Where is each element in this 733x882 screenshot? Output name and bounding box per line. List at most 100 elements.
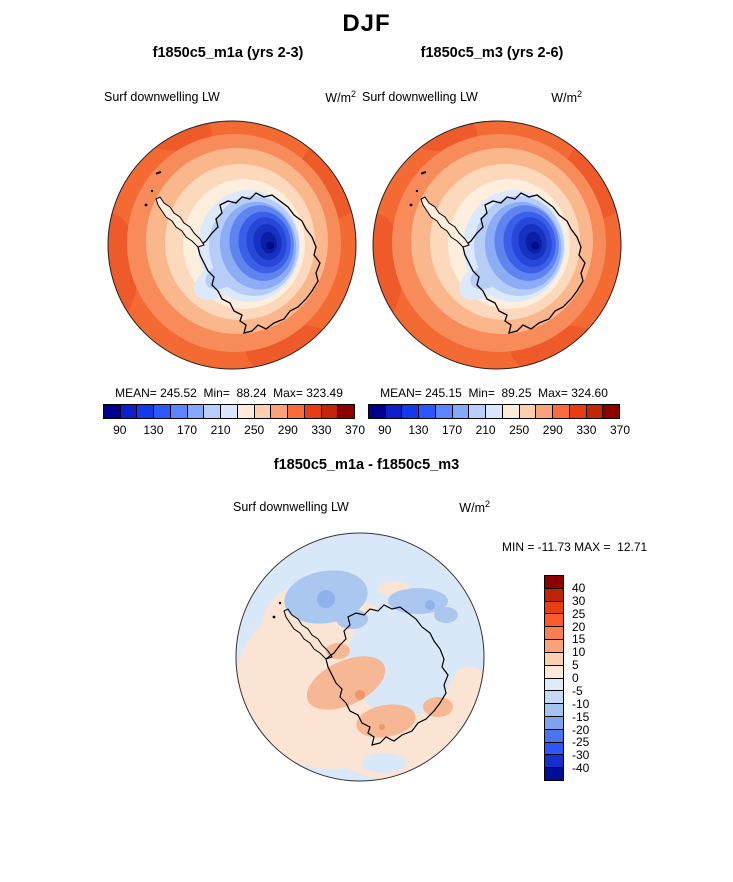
colorbar-segment [545,703,563,716]
colorbar-segment [186,405,204,418]
diff-panel-title: f1850c5_m1a - f1850c5_m3 [273,457,460,473]
colorbar-tick-label: 90 [378,423,392,437]
contour-fills [373,121,621,369]
colorbar-segment [545,576,563,588]
colorbar-segment [545,613,563,627]
colorbar-panel-b [368,404,620,419]
colorbar-tick-label: 290 [542,423,563,437]
units-exponent: 2 [576,89,582,99]
stronger-positive-diff-patches [306,643,453,738]
colorbar-tick-label: 250 [509,423,530,437]
colorbar-tick-label: 250 [244,423,265,437]
colorbar-segment [320,405,338,418]
island-dot [409,203,413,207]
colorbar-tick-label: 370 [609,423,631,437]
colorbar-segment [545,741,563,755]
colorbar-tick-label: -5 [572,683,583,698]
panel-b-field-label: Surf downwelling LW [362,90,478,104]
colorbar-tick-label: 370 [344,423,366,437]
map-boundary-circle [235,532,485,782]
contour-fills [108,121,356,369]
colorbar-segment [303,405,321,418]
colorbar-segment [136,405,154,418]
colorbar-segment [369,405,385,418]
island-dot [155,171,162,175]
colorbar-segment [270,405,288,418]
colorbar-segment [545,587,563,601]
colorbar-tick-label: 25 [572,606,586,621]
colorbar-tick-label: 30 [572,593,586,608]
diff-minmax-text: MIN = -11.73 MAX = 12.71 [502,540,648,554]
colorbar-tick-label: 330 [576,423,597,437]
colorbar-segment [104,405,120,418]
colorbar-segment [518,405,536,418]
colorbar-segment [119,405,137,418]
colorbar-tick-label: 130 [408,423,429,437]
colorbar-tick-label: -25 [572,735,590,750]
colorbar-segment [535,405,553,418]
page-title: DJF [342,10,391,37]
colorbar-difference-ticks: 40 30 25 20 15 10 5 0 -5 -10 -15 -20 -25 -30 -40 [564,575,604,781]
units-base: W/m [325,91,351,106]
units-base: W/m [551,91,577,106]
panel-b-stats: MEAN= 245.15 Min= 89.25 Max= 324.60 [380,386,608,400]
colorbar-tick-label: 20 [572,619,586,634]
colorbar-tick-label: 15 [572,632,586,647]
colorbar-segment [203,405,221,418]
colorbar-panel-b-ticks: 90 130 170 210 250 290 330 370 [368,423,630,437]
colorbar-tick-label: 210 [475,423,496,437]
colorbar-tick-label: 5 [572,658,579,673]
colorbar-segment [545,715,563,729]
map-f1850c5-m3 [372,120,622,370]
colorbar-segment [468,405,486,418]
island-dot [272,615,276,619]
colorbar-segment [236,405,254,418]
colorbar-tick-label: 330 [311,423,332,437]
diff-units-label: W/m2 [434,499,490,515]
colorbar-segment [545,651,563,665]
colorbar-tick-label: 290 [277,423,298,437]
colorbar-segment [401,405,419,418]
colorbar-segment [501,405,519,418]
colorbar-segment [545,664,563,678]
colorbar-segment [434,405,452,418]
colorbar-segment [485,405,502,418]
colorbar-segment [545,690,563,704]
colorbar-segment [545,626,563,640]
colorbar-segment [169,405,187,418]
diff-field-label: Surf downwelling LW [233,500,349,514]
island-dot [420,171,427,175]
colorbar-segment [253,405,271,418]
colorbar-segment [552,405,569,418]
panel-b-units-label: W/m2 [526,89,582,105]
colorbar-tick-label: 40 [572,580,586,595]
colorbar-segment [418,405,435,418]
units-exponent: 2 [484,499,490,509]
map-boundary-circle [372,120,622,370]
panel-a-units-label: W/m2 [300,89,356,105]
panel-a-stats: MEAN= 245.52 Min= 88.24 Max= 323.49 [115,386,343,400]
island-dot [278,601,282,605]
colorbar-segment [287,405,304,418]
colorbar-segment [545,639,563,652]
panel-b-title: f1850c5_m3 (yrs 2-6) [420,45,564,61]
island-dot [415,189,419,193]
colorbar-segment [451,405,469,418]
colorbar-tick-label: 210 [210,423,231,437]
colorbar-difference [544,575,564,781]
colorbar-segment [153,405,170,418]
map-boundary-circle [107,120,357,370]
map-f1850c5-m1a [107,120,357,370]
colorbar-tick-label: 90 [113,423,127,437]
panel-a-field-label: Surf downwelling LW [104,90,220,104]
colorbar-panel-a-ticks: 90 130 170 210 250 290 330 370 [103,423,365,437]
contour-fills [236,533,484,781]
colorbar-segment [585,405,603,418]
colorbar-tick-label: -10 [572,696,590,711]
colorbar-tick-label: 10 [572,645,586,660]
colorbar-segment [545,728,563,742]
colorbar-segment [568,405,586,418]
map-difference [235,532,485,782]
island-dot [150,189,154,193]
